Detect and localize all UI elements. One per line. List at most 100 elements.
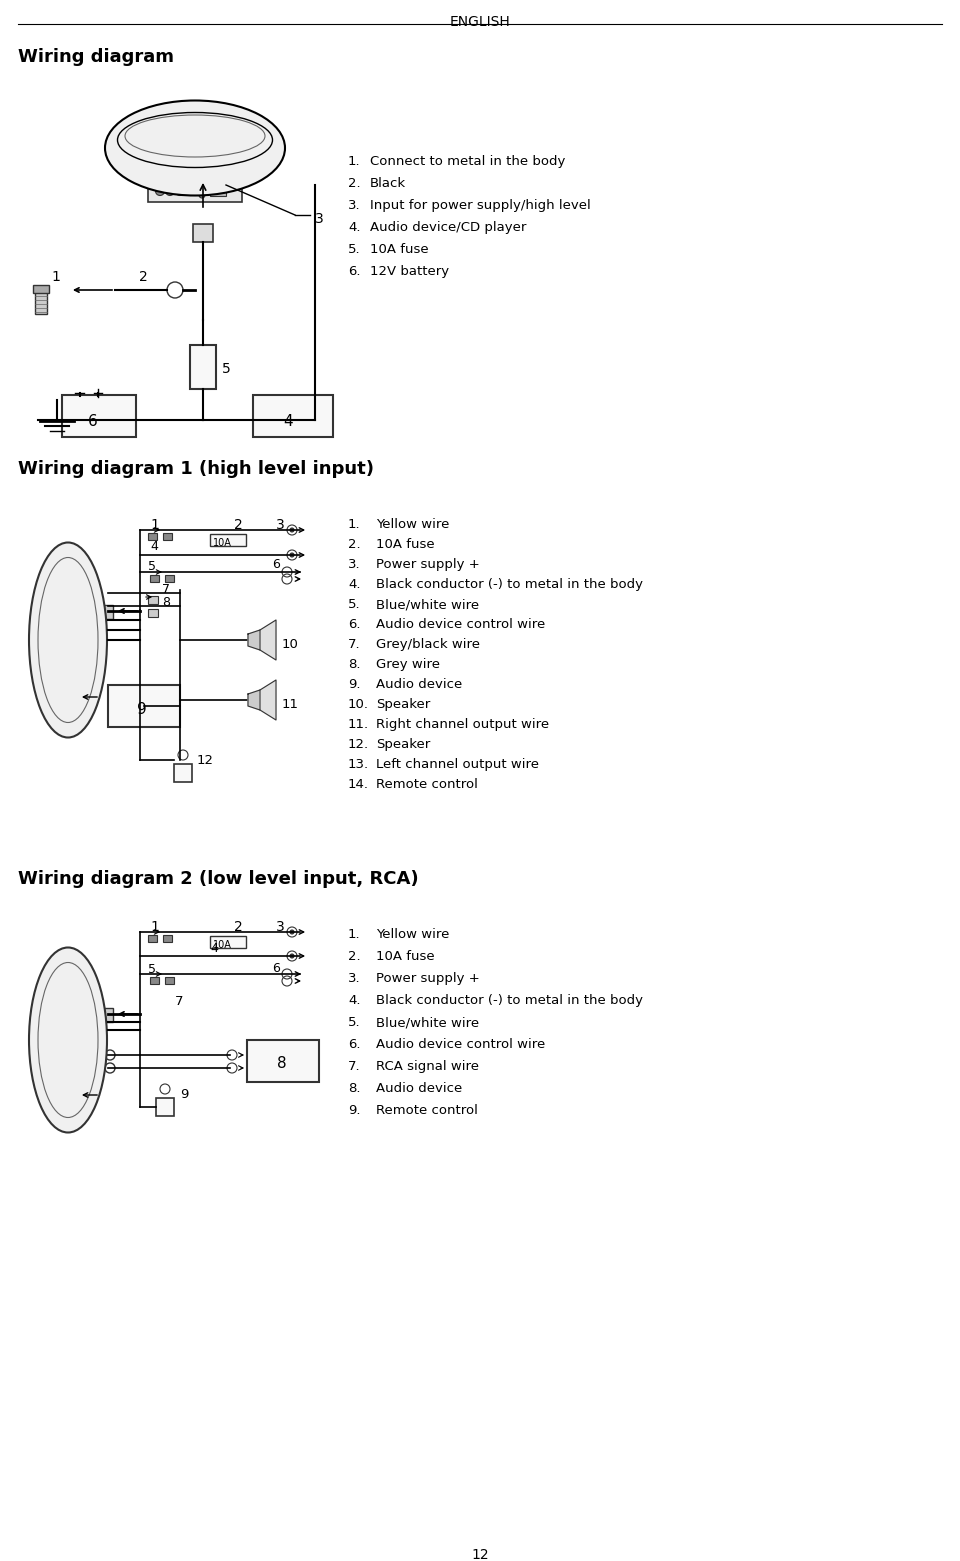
Text: 3.: 3. xyxy=(348,973,361,985)
Text: Grey wire: Grey wire xyxy=(376,659,440,671)
Text: 4.: 4. xyxy=(348,994,361,1007)
Text: Wiring diagram: Wiring diagram xyxy=(18,48,174,66)
Circle shape xyxy=(67,1040,77,1051)
Text: 11: 11 xyxy=(282,698,299,710)
Text: 8.: 8. xyxy=(348,659,361,671)
Text: 6: 6 xyxy=(272,557,280,571)
Text: 14.: 14. xyxy=(348,777,369,791)
Bar xyxy=(63,1090,77,1101)
Bar xyxy=(150,574,159,582)
Text: Speaker: Speaker xyxy=(376,698,430,710)
Text: 1.: 1. xyxy=(348,155,361,169)
Text: 5.: 5. xyxy=(348,598,361,610)
Text: Black conductor (-) to metal in the body: Black conductor (-) to metal in the body xyxy=(376,994,643,1007)
Bar xyxy=(148,596,158,604)
Text: 7.: 7. xyxy=(348,638,361,651)
Text: Audio device: Audio device xyxy=(376,1082,463,1094)
Circle shape xyxy=(67,1026,77,1035)
Bar xyxy=(95,1008,113,1022)
Text: 6.: 6. xyxy=(348,618,361,631)
Text: 10A: 10A xyxy=(213,940,232,951)
Text: 11.: 11. xyxy=(348,718,370,731)
Ellipse shape xyxy=(105,100,285,195)
Text: Input for power supply/high level: Input for power supply/high level xyxy=(370,198,590,212)
Text: Speaker: Speaker xyxy=(376,738,430,751)
Text: 9.: 9. xyxy=(348,677,361,692)
Text: 10A fuse: 10A fuse xyxy=(376,951,435,963)
Bar xyxy=(163,935,172,941)
Text: 5: 5 xyxy=(148,963,156,976)
Circle shape xyxy=(290,930,294,933)
Text: 10A fuse: 10A fuse xyxy=(370,244,428,256)
Circle shape xyxy=(165,186,175,195)
Bar xyxy=(210,534,246,546)
Text: 1: 1 xyxy=(151,919,159,933)
Text: 2: 2 xyxy=(138,270,148,284)
Text: 10A: 10A xyxy=(213,539,232,548)
Text: 7.: 7. xyxy=(348,1060,361,1072)
Ellipse shape xyxy=(29,948,107,1132)
Text: 9: 9 xyxy=(180,1088,188,1101)
Circle shape xyxy=(156,186,164,195)
Text: 1: 1 xyxy=(52,270,60,284)
Text: 5.: 5. xyxy=(348,244,361,256)
Circle shape xyxy=(67,656,77,665)
Bar xyxy=(210,183,226,197)
Text: 6: 6 xyxy=(272,962,280,976)
Text: Wiring diagram 2 (low level input, RCA): Wiring diagram 2 (low level input, RCA) xyxy=(18,869,419,888)
Polygon shape xyxy=(248,631,260,649)
Text: 2.: 2. xyxy=(348,539,361,551)
Bar xyxy=(174,763,192,782)
Text: 10A fuse: 10A fuse xyxy=(376,539,435,551)
Text: 2.: 2. xyxy=(348,176,361,190)
Text: RCA signal wire: RCA signal wire xyxy=(376,1060,479,1072)
Text: 6.: 6. xyxy=(348,1038,361,1051)
Text: 4: 4 xyxy=(210,941,218,955)
Text: 2: 2 xyxy=(233,919,242,933)
Text: Wiring diagram 1 (high level input): Wiring diagram 1 (high level input) xyxy=(18,460,374,478)
Text: 7: 7 xyxy=(175,994,183,1008)
Bar xyxy=(148,609,158,617)
Circle shape xyxy=(290,528,294,532)
Text: 12: 12 xyxy=(197,754,214,766)
Text: 4: 4 xyxy=(150,540,157,553)
Circle shape xyxy=(290,954,294,958)
Text: Audio device control wire: Audio device control wire xyxy=(376,618,545,631)
Text: 3: 3 xyxy=(315,212,324,226)
Text: 10.: 10. xyxy=(348,698,369,710)
Text: 8.: 8. xyxy=(348,1082,361,1094)
Bar xyxy=(247,1040,319,1082)
Bar xyxy=(210,937,246,948)
Text: 13.: 13. xyxy=(348,759,370,771)
Text: 2.: 2. xyxy=(348,951,361,963)
Text: Audio device: Audio device xyxy=(376,677,463,692)
Circle shape xyxy=(176,186,184,195)
Text: Black conductor (-) to metal in the body: Black conductor (-) to metal in the body xyxy=(376,578,643,592)
Bar xyxy=(63,692,77,702)
Text: Connect to metal in the body: Connect to metal in the body xyxy=(370,155,565,169)
Text: Blue/white wire: Blue/white wire xyxy=(376,1016,479,1029)
Text: 3: 3 xyxy=(276,518,284,532)
Bar xyxy=(150,977,159,983)
Bar xyxy=(108,685,180,727)
Text: 10: 10 xyxy=(282,637,299,651)
Text: 3.: 3. xyxy=(348,198,361,212)
Text: Left channel output wire: Left channel output wire xyxy=(376,759,539,771)
Text: Black: Black xyxy=(370,176,406,190)
Text: Remote control: Remote control xyxy=(376,1104,478,1118)
Text: Yellow wire: Yellow wire xyxy=(376,927,449,941)
Circle shape xyxy=(67,1055,77,1065)
Bar xyxy=(253,395,333,437)
Bar xyxy=(95,606,113,620)
Text: 1: 1 xyxy=(151,518,159,532)
Polygon shape xyxy=(260,681,276,720)
Polygon shape xyxy=(260,620,276,660)
Text: 2: 2 xyxy=(233,518,242,532)
Circle shape xyxy=(67,1069,77,1080)
Text: 6: 6 xyxy=(88,414,98,429)
Circle shape xyxy=(67,640,77,649)
Bar xyxy=(165,574,174,582)
Text: 8: 8 xyxy=(162,596,170,609)
Text: 5: 5 xyxy=(148,560,156,573)
Text: 3.: 3. xyxy=(348,557,361,571)
